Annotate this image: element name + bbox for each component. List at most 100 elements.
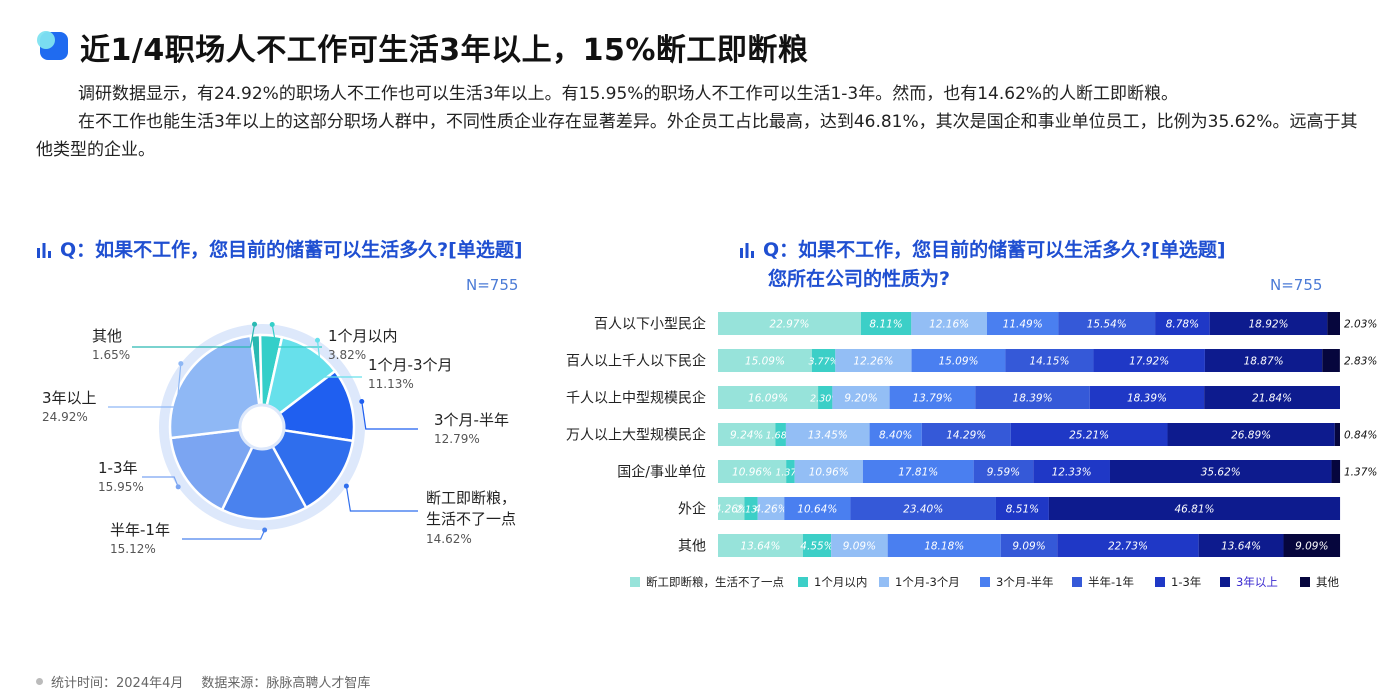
- bar-segment: [1048, 497, 1341, 520]
- bar-value-label: 35.62%: [1201, 467, 1241, 479]
- bar-value-label: 17.92%: [1129, 356, 1169, 368]
- bar-segment: [784, 497, 851, 520]
- bar-value-label: 1.37%: [1344, 467, 1377, 479]
- bar-segment: [1057, 534, 1199, 557]
- bar-value-label: 17.81%: [898, 467, 938, 479]
- footer-dot-icon: [36, 678, 43, 685]
- bar-value-label: 4.26%: [715, 504, 748, 516]
- right-sample-size: N=755: [1270, 276, 1323, 294]
- intro-paragraph: 调研数据显示，有24.92%的职场人不工作也可以生活3年以上。有15.95%的职…: [78, 84, 1179, 104]
- footer-time: 统计时间：2024年4月: [51, 676, 184, 691]
- bar-value-label: 13.64%: [740, 541, 780, 553]
- legend-swatch: [1220, 577, 1230, 587]
- donut-chart: 其他 1.65% 1个月以内 3.82%1个月-3个月 11.13% 3个月-半年 12.7…: [42, 321, 516, 556]
- bar-category-label: 国企/事业单位: [617, 464, 706, 481]
- bar-segment: [973, 460, 1034, 483]
- bar-value-label: 25.21%: [1069, 430, 1109, 442]
- bar-segment: [786, 460, 795, 483]
- brand-logo-icon: [36, 30, 70, 64]
- pie-value-label: 12.79%: [434, 432, 480, 446]
- bar-segment: [887, 534, 1001, 557]
- leader-dot: [343, 483, 349, 489]
- page-header: 近1/4职场人不工作可生活3年以上，15%断工即断粮: [36, 26, 808, 68]
- bar-segment: [785, 423, 870, 446]
- right-question-text-line2: 您所在公司的性质为?: [768, 268, 951, 290]
- bar-value-label: 9.24%: [730, 430, 763, 442]
- bar-value-label: 14.15%: [1029, 356, 1069, 368]
- legend-label: 3年以上: [1236, 575, 1278, 589]
- bar-value-label: 15.09%: [745, 356, 785, 368]
- bar-value-label: 15.09%: [938, 356, 978, 368]
- bar-segment: [802, 534, 832, 557]
- bar-value-label: 8.78%: [1166, 319, 1199, 331]
- bar-value-label: 26.89%: [1231, 430, 1271, 442]
- bar-value-label: 16.09%: [748, 393, 788, 405]
- bar-segment: [921, 423, 1011, 446]
- bar-value-label: 9.09%: [843, 541, 876, 553]
- pie-category-label: 3年以上: [42, 389, 97, 407]
- bar-value-label: 2.83%: [1344, 356, 1377, 368]
- bar-segment: [718, 423, 776, 446]
- bar-segment: [860, 312, 912, 335]
- bar-value-label: 18.18%: [924, 541, 964, 553]
- bar-segment: [832, 386, 890, 409]
- legend-label: 1-3年: [1171, 575, 1201, 589]
- bar-category-label: 外企: [678, 501, 706, 518]
- bar-segment: [862, 460, 974, 483]
- bar-segment: [869, 423, 922, 446]
- bar-segment: [1005, 349, 1094, 372]
- right-chart-question: Q：如果不工作，您目前的储蓄可以生活多久?[单选题] 您所在公司的性质为?: [739, 237, 1226, 293]
- bar-segment: [1058, 312, 1156, 335]
- leader-line: [108, 363, 182, 408]
- pie-value-label: 14.62%: [426, 532, 472, 546]
- bar-segment: [1109, 460, 1332, 483]
- donut-hole: [238, 403, 286, 451]
- bar-value-label: 15.54%: [1087, 319, 1127, 331]
- leader-dot: [262, 527, 268, 533]
- leader-dot: [178, 361, 184, 367]
- bar-segment: [1167, 423, 1335, 446]
- bar-segment: [1204, 349, 1323, 372]
- leader-line: [271, 324, 322, 348]
- leader-line: [361, 401, 418, 430]
- pie-category-label: 其他: [92, 327, 122, 345]
- bar-segment: [911, 312, 987, 335]
- bar-value-label: 10.96%: [732, 467, 772, 479]
- leader-dot: [175, 484, 181, 490]
- leader-dot: [269, 322, 275, 328]
- pie-value-label: 24.92%: [42, 410, 88, 424]
- legend-label: 其他: [1316, 575, 1339, 589]
- bar-value-label: 2.30%: [810, 394, 840, 405]
- bar-segment: [911, 349, 1006, 372]
- legend-swatch: [1300, 577, 1310, 587]
- legend-label: 半年-1年: [1088, 575, 1134, 589]
- bar-value-label: 12.16%: [929, 319, 969, 331]
- bar-segment: [718, 497, 745, 520]
- bar-segment: [744, 497, 758, 520]
- bar-segment: [850, 497, 996, 520]
- bar-segment: [718, 349, 812, 372]
- bar-value-label: 22.73%: [1108, 541, 1148, 553]
- bar-category-label: 万人以上大型规模民企: [566, 427, 706, 444]
- pie-category-label: 生活不了一点: [426, 510, 516, 528]
- pie-category-label: 1-3年: [98, 459, 138, 477]
- pie-category-label: 3个月-半年: [434, 411, 509, 429]
- pie-category-label: 断工即断粮，: [426, 489, 516, 507]
- pie-category-label: 半年-1年: [110, 521, 170, 539]
- bar-segment: [718, 460, 787, 483]
- leader-dot: [252, 321, 258, 327]
- bar-value-label: 21.84%: [1252, 393, 1292, 405]
- bar-category-label: 其他: [678, 539, 706, 555]
- bar-segment: [1327, 312, 1340, 335]
- pie-value-label: 3.82%: [328, 348, 366, 362]
- left-question-text: Q：如果不工作，您目前的储蓄可以生活多久?[单选题]: [60, 239, 523, 261]
- bar-segment: [775, 423, 786, 446]
- bar-value-label: 13.45%: [808, 430, 848, 442]
- bar-segment: [757, 497, 785, 520]
- leader-dot: [314, 337, 320, 343]
- bar-value-label: 12.33%: [1052, 467, 1092, 479]
- bar-segment: [1155, 312, 1210, 335]
- leader-line: [142, 476, 179, 488]
- bar-segment: [1283, 534, 1341, 557]
- bar-segment: [831, 534, 888, 557]
